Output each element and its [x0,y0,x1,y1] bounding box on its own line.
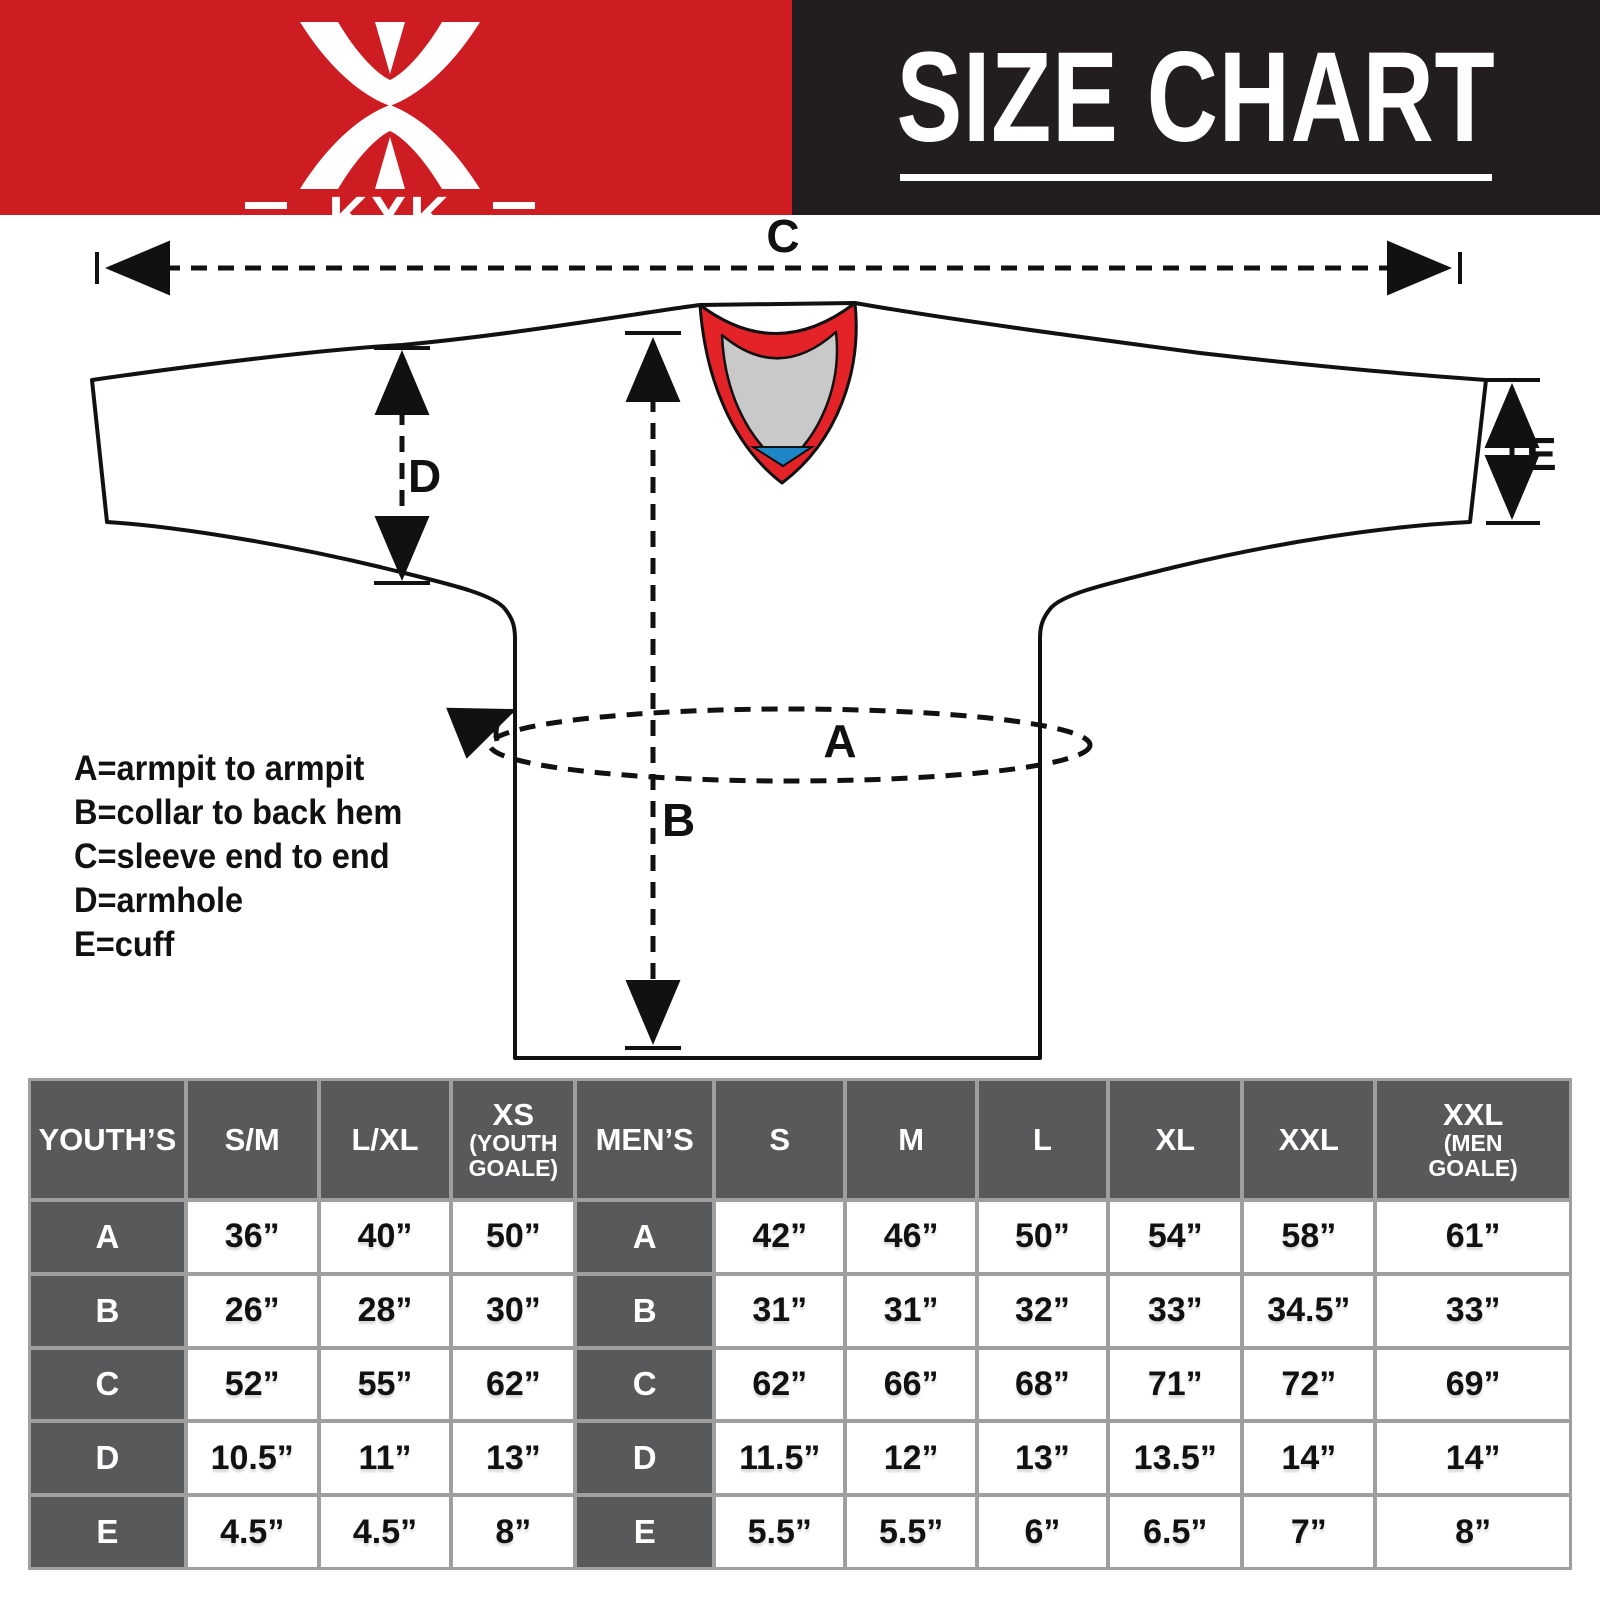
table-cell: 8” [453,1497,574,1567]
table-cell: 5.5” [847,1497,975,1567]
legend-line: B=collar to back hem [74,793,403,832]
table-cell: 52” [187,1349,317,1420]
table-cell: 14” [1377,1423,1569,1494]
column-header: L [978,1081,1107,1198]
table-cell: 10.5” [187,1423,317,1494]
header-banner: KXK SIZE CHART [0,0,1600,237]
row-label: E [31,1497,184,1567]
table-cell: 13” [453,1423,574,1494]
table-cell: 33” [1110,1275,1241,1346]
table-cell: 26” [187,1275,317,1346]
row-label: C [577,1349,713,1420]
column-header: XXL [1244,1081,1374,1198]
table-cell: 68” [978,1349,1107,1420]
label-c: C [766,215,799,262]
table-cell: 62” [716,1349,844,1420]
table-cell: 42” [716,1202,844,1272]
jersey-measurement-diagram: C D B E A [90,215,1557,1060]
table-cell: 69” [1377,1349,1569,1420]
table-cell: 14” [1244,1423,1374,1494]
measure-arrow-b: B [625,331,695,1050]
table-cell: 13.5” [1110,1423,1241,1494]
table-cell: 6.5” [1110,1497,1241,1567]
logo-text: KXK [328,186,451,237]
measurement-legend: A=armpit to armpit B=collar to back hem … [74,747,402,967]
page-title: SIZE CHART [896,26,1496,169]
table-cell: 4.5” [187,1497,317,1567]
table-cell: 58” [1244,1202,1374,1272]
column-header-sub: (YOUTH GOALE) [468,1130,559,1181]
table-cell: 61” [1377,1202,1569,1272]
brand-panel: KXK [0,0,792,237]
table-cell: 6” [978,1497,1107,1567]
column-header-sub: (MEN GOALE) [1428,1130,1518,1181]
column-header-main: XXL [1442,1097,1504,1132]
table-cell: 5.5” [716,1497,844,1567]
table-cell: 4.5” [320,1497,450,1567]
column-header: S/M [187,1081,317,1198]
table-cell: 28” [320,1275,450,1346]
measure-arrow-d: D [374,346,441,585]
column-header-men-goalie: XXL (MEN GOALE) [1377,1081,1569,1198]
legend-line: C=sleeve end to end [74,837,390,876]
row-label: E [577,1497,713,1567]
table-cell: 66” [847,1349,975,1420]
table-cell: 72” [1244,1349,1374,1420]
table-cell: 50” [978,1202,1107,1272]
table-cell: 50” [453,1202,574,1272]
table-cell: 32” [978,1275,1107,1346]
measure-arrow-c: C [95,215,1462,296]
label-b: B [662,794,695,846]
column-header: L/XL [320,1081,450,1198]
column-header: M [847,1081,975,1198]
label-e: E [1526,428,1557,480]
table-cell: 33” [1377,1275,1569,1346]
column-header: S [716,1081,844,1198]
column-header-main: XS [492,1097,535,1132]
table-cell: 34.5” [1244,1275,1374,1346]
row-label: C [31,1349,184,1420]
column-header: XL [1110,1081,1241,1198]
table-cell: 11” [320,1423,450,1494]
table-cell: 31” [847,1275,975,1346]
label-a: A [823,715,856,767]
row-label: A [577,1202,713,1272]
measure-arrow-e: E [1484,378,1557,525]
column-header-mens: MEN’S [577,1081,713,1198]
row-label: A [31,1202,184,1272]
table-cell: 54” [1110,1202,1241,1272]
title-underline [900,174,1492,181]
collar-inner [720,330,839,468]
table-cell: 36” [187,1202,317,1272]
jersey-outline [90,301,1488,1060]
size-table: YOUTH’S S/M L/XL XS (YOUTH GOALE) MEN’S … [28,1078,1572,1570]
row-label: B [577,1275,713,1346]
table-cell: 7” [1244,1497,1374,1567]
collar-v-inlay [749,446,816,468]
table-cell: 46” [847,1202,975,1272]
table-cell: 30” [453,1275,574,1346]
kxk-logo-icon: KXK [245,22,535,237]
legend-line: D=armhole [74,881,244,920]
label-d: D [408,450,441,502]
row-label: D [577,1423,713,1494]
legend-line: E=cuff [74,925,175,964]
table-cell: 55” [320,1349,450,1420]
table-cell: 11.5” [716,1423,844,1494]
table-cell: 40” [320,1202,450,1272]
column-header-youths: YOUTH’S [31,1081,184,1198]
row-label: B [31,1275,184,1346]
legend-line: A=armpit to armpit [74,749,365,788]
table-cell: 13” [978,1423,1107,1494]
title-panel: SIZE CHART [792,0,1600,215]
row-label: D [31,1423,184,1494]
table-cell: 31” [716,1275,844,1346]
table-cell: 71” [1110,1349,1241,1420]
table-cell: 12” [847,1423,975,1494]
measure-loop-a: A [446,706,1093,784]
column-header-youth-goalie: XS (YOUTH GOALE) [453,1081,574,1198]
table-cell: 8” [1377,1497,1569,1567]
table-cell: 62” [453,1349,574,1420]
